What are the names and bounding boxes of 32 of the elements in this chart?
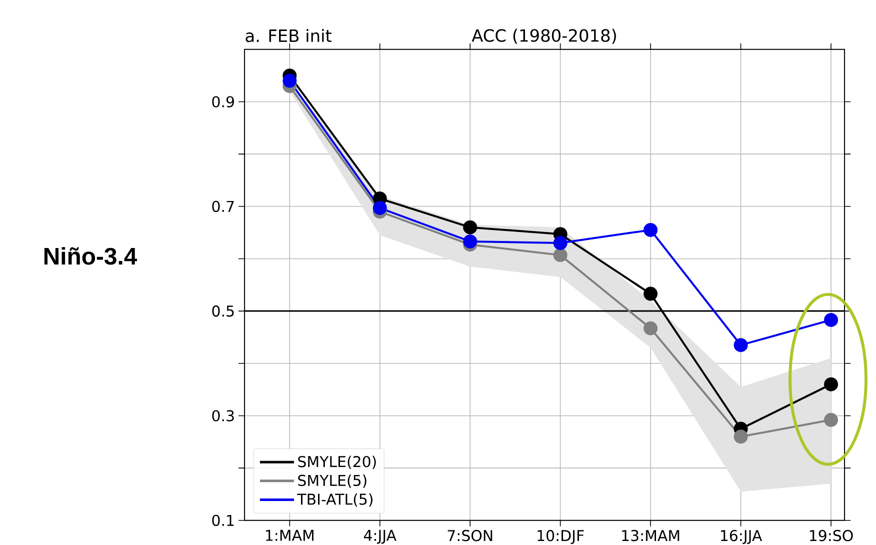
y-axis-title: Niño-3.4 [44, 247, 138, 265]
x-tick-label: 19:SO [810, 530, 853, 542]
point [463, 220, 478, 234]
x-tick-label: 1:MAM [266, 530, 314, 541]
x-tick-label: 10:DJF [538, 530, 584, 544]
x-tick-label: 7:SON [448, 530, 492, 542]
y-tick-label: 0.9 [212, 96, 234, 108]
point [553, 248, 568, 262]
x-tick-label: 4:JJA [364, 530, 396, 544]
x-tick-label: 16:JJA [721, 530, 762, 544]
x-tick-label: 13:MAM [622, 530, 680, 542]
point [824, 377, 838, 392]
point [282, 74, 297, 88]
point [644, 222, 658, 237]
y-tick-label: 0.1 [212, 514, 234, 526]
legend-label: SMYLE(20) [298, 456, 376, 470]
point [824, 412, 838, 427]
point [824, 312, 838, 327]
point [372, 200, 387, 215]
point [644, 321, 658, 336]
text: a. FEB init [246, 29, 332, 42]
point [644, 286, 658, 301]
point [734, 430, 748, 444]
point [553, 236, 568, 250]
y-tick-label: 0.3 [212, 410, 234, 422]
legend-label: TBI-ATL(5) [297, 493, 372, 507]
point [463, 234, 478, 248]
y-tick-label: 0.5 [212, 305, 234, 317]
y-tick-label: 0.7 [212, 200, 234, 212]
chart-title: ACC (1980-2018) [472, 28, 616, 44]
point [734, 338, 748, 352]
legend-label: SMYLE(5) [298, 474, 366, 488]
